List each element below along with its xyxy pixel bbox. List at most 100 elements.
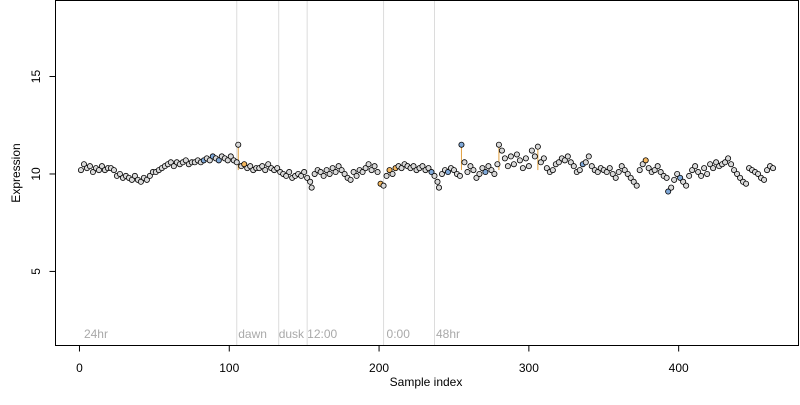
data-point <box>241 161 248 168</box>
data-point <box>663 174 670 181</box>
data-point <box>307 178 314 185</box>
data-point <box>479 165 486 172</box>
data-point <box>695 169 702 176</box>
data-point <box>686 172 693 179</box>
data-point <box>464 169 471 176</box>
y-tick-label: 5 <box>29 268 43 275</box>
data-point <box>555 159 562 166</box>
data-point <box>543 165 550 172</box>
data-point <box>567 159 574 166</box>
data-point <box>389 170 396 177</box>
data-point <box>510 161 517 168</box>
highlight-stems <box>237 144 539 171</box>
data-point <box>456 172 463 179</box>
data-point <box>438 170 445 177</box>
data-point <box>298 172 305 179</box>
data-point <box>549 167 556 174</box>
plot-frame <box>55 0 799 346</box>
data-point <box>398 165 405 172</box>
data-point <box>182 157 189 164</box>
data-point <box>564 153 571 160</box>
data-point <box>98 163 105 170</box>
data-point <box>725 155 732 162</box>
data-point <box>95 167 102 174</box>
data-point <box>636 167 643 174</box>
data-point <box>77 167 84 174</box>
x-tick-label: 300 <box>519 361 539 375</box>
data-point <box>326 170 333 177</box>
data-point <box>301 169 308 176</box>
data-point <box>728 161 735 168</box>
data-point <box>618 163 625 170</box>
data-point <box>371 163 378 170</box>
data-point <box>498 147 505 154</box>
data-point <box>689 167 696 174</box>
data-point <box>704 170 711 177</box>
data-point <box>80 161 87 168</box>
data-point <box>639 161 646 168</box>
data-point <box>259 163 266 170</box>
data-point <box>435 184 442 191</box>
data-point <box>525 163 532 170</box>
data-point <box>657 169 664 176</box>
data-point <box>713 159 720 166</box>
data-point <box>170 163 177 170</box>
data-point <box>603 169 610 176</box>
data-point <box>710 165 717 172</box>
data-point <box>764 167 771 174</box>
data-point <box>380 182 387 189</box>
data-point <box>224 157 231 164</box>
data-point <box>425 165 432 172</box>
data-point <box>86 163 93 170</box>
data-point <box>143 176 150 183</box>
data-point <box>734 170 741 177</box>
data-point <box>668 184 675 191</box>
y-tick-label: 15 <box>29 70 43 84</box>
data-point <box>612 174 619 181</box>
data-point <box>609 170 616 177</box>
data-point <box>594 169 601 176</box>
data-point <box>311 170 318 177</box>
data-point <box>359 169 366 176</box>
data-point <box>651 167 658 174</box>
data-point <box>482 169 489 176</box>
data-point <box>247 163 254 170</box>
region-label: 48hr <box>436 327 460 341</box>
data-point <box>341 170 348 177</box>
data-point <box>368 167 375 174</box>
data-point <box>323 167 330 174</box>
data-point <box>434 178 441 185</box>
data-point <box>320 172 327 179</box>
data-point <box>576 167 583 174</box>
data-point <box>522 155 529 162</box>
data-point <box>353 172 360 179</box>
data-point <box>335 163 342 170</box>
data-point <box>329 165 336 172</box>
data-point <box>540 155 547 162</box>
data-point <box>461 159 468 166</box>
data-point <box>707 161 714 168</box>
data-point <box>308 184 315 191</box>
data-point <box>531 153 538 160</box>
data-point <box>665 188 672 195</box>
data-point <box>274 165 281 172</box>
data-point <box>473 174 480 181</box>
data-point <box>286 169 293 176</box>
data-point <box>504 163 511 170</box>
data-point <box>431 172 438 179</box>
data-point <box>588 163 595 170</box>
data-point <box>683 182 690 189</box>
data-point <box>317 169 324 176</box>
data-point <box>585 153 592 160</box>
data-point <box>537 159 544 166</box>
data-point <box>630 178 637 185</box>
data-point <box>680 178 687 185</box>
data-point <box>582 159 589 166</box>
data-point <box>227 153 234 160</box>
region-label: 12:00 <box>307 327 337 341</box>
data-point <box>654 163 661 170</box>
data-point <box>450 167 457 174</box>
x-tick-label: 0 <box>76 361 83 375</box>
x-tick-label: 200 <box>369 361 389 375</box>
